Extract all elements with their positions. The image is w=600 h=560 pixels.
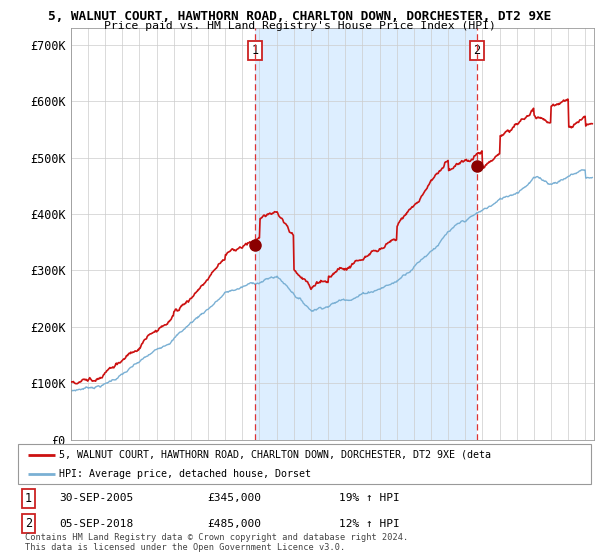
Text: HPI: Average price, detached house, Dorset: HPI: Average price, detached house, Dors…: [59, 469, 311, 479]
Bar: [255, 28, 477, 440]
Text: 1: 1: [251, 44, 259, 57]
Text: 19% ↑ HPI: 19% ↑ HPI: [339, 493, 400, 503]
Text: 30-SEP-2005: 30-SEP-2005: [59, 493, 134, 503]
Text: 2: 2: [25, 517, 32, 530]
Text: 1: 1: [25, 492, 32, 505]
Text: 2: 2: [473, 44, 481, 57]
Text: 12% ↑ HPI: 12% ↑ HPI: [339, 519, 400, 529]
Text: £485,000: £485,000: [207, 519, 261, 529]
Text: £345,000: £345,000: [207, 493, 261, 503]
Text: Price paid vs. HM Land Registry's House Price Index (HPI): Price paid vs. HM Land Registry's House …: [104, 21, 496, 31]
Text: Contains HM Land Registry data © Crown copyright and database right 2024.
This d: Contains HM Land Registry data © Crown c…: [25, 533, 408, 552]
Text: 5, WALNUT COURT, HAWTHORN ROAD, CHARLTON DOWN, DORCHESTER, DT2 9XE (deta: 5, WALNUT COURT, HAWTHORN ROAD, CHARLTON…: [59, 450, 491, 460]
Text: 05-SEP-2018: 05-SEP-2018: [59, 519, 134, 529]
FancyBboxPatch shape: [18, 444, 591, 484]
Text: 5, WALNUT COURT, HAWTHORN ROAD, CHARLTON DOWN, DORCHESTER, DT2 9XE: 5, WALNUT COURT, HAWTHORN ROAD, CHARLTON…: [49, 10, 551, 23]
